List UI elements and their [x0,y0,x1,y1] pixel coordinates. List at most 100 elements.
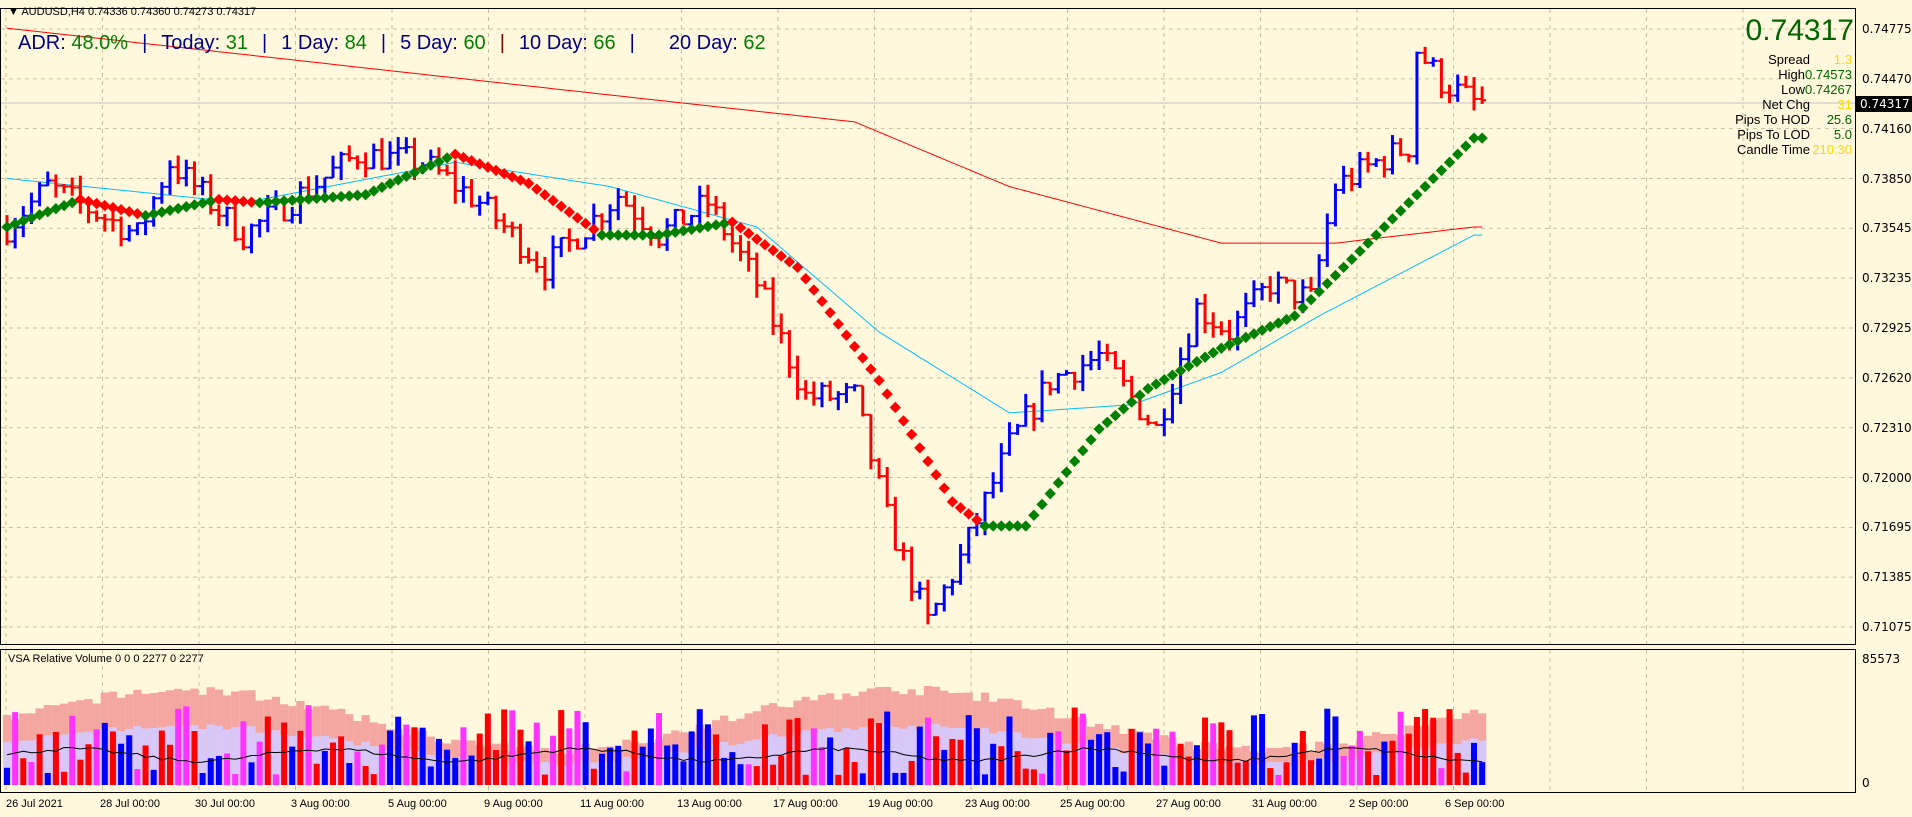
price-axis-label: 0.74160 [1862,121,1912,136]
time-axis-label: 30 Jul 00:00 [195,798,255,810]
trend-dot [343,190,355,202]
volume-bar [1145,743,1151,785]
trend-dot [702,220,714,233]
volume-bar [109,731,116,785]
price-axis-label: 0.72620 [1862,370,1912,385]
volume-band-mid [271,730,281,785]
trend-dot [1044,488,1056,500]
time-axis-label: 27 Aug 00:00 [1156,798,1221,810]
trend-dot [808,284,820,296]
volume-bar [419,727,426,785]
volume-bar [973,728,980,785]
trend-dot [596,229,608,241]
trend-dot [245,196,258,208]
time-axis-label: 5 Aug 00:00 [388,798,447,810]
volume-bar [44,773,51,785]
trend-dot [1085,434,1097,446]
trend-dot [897,415,910,427]
price-axis-label: 0.71075 [1862,620,1912,634]
volume-bar [1047,732,1054,785]
price-axis-label: 0.73850 [1862,171,1912,186]
volume-bar [354,751,361,785]
volume-bar [460,727,467,785]
volume-bar [1079,713,1086,785]
volume-bar [1218,722,1225,785]
trend-dot [172,202,184,215]
volume-band-mid [801,730,810,785]
volume-band-mid [214,725,223,785]
volume-bar [892,772,899,785]
volume-bar [378,744,385,785]
time-axis-label: 2 Sep 00:00 [1349,798,1409,810]
separator: | [262,32,268,54]
separator: | [142,32,148,54]
volume-bar [827,737,834,785]
volume-bar [452,757,459,785]
trend-dot [1060,466,1073,478]
volume-bar [61,771,68,785]
trend-dot [718,217,730,230]
volume-bar [85,744,92,785]
volume-bar [1332,716,1339,785]
trend-dot [865,363,877,375]
trend-dot [1191,356,1203,368]
info-value: 31 [1837,97,1852,112]
volume-band-mid [1029,738,1038,785]
trend-dot [1256,324,1268,336]
volume-bar [1030,769,1037,785]
trend-dot [482,161,494,173]
volume-bar [1234,762,1241,785]
trend-dot [783,256,796,268]
trend-dot [979,520,991,532]
info-row: Spread 1.3 [1768,52,1852,67]
volume-bar [1422,708,1429,785]
volume-bar [729,752,736,785]
volume-bar [1055,731,1062,785]
volume-bar [851,762,858,785]
trend-dot [946,496,959,508]
trend-dot [995,520,1007,532]
d20-label: 20 Day: [668,32,738,54]
volume-band-mid [891,726,900,785]
volume-bar [1283,762,1290,785]
trend-dot [164,204,176,216]
volume-bar [183,706,190,785]
volume-bar [1242,760,1249,785]
volume-bar [590,768,597,785]
trend-dot [873,374,885,387]
info-label: Pips To LOD [1737,127,1810,142]
trend-dot [1337,261,1350,274]
volume-bar [924,717,931,785]
volume-bar [427,766,434,785]
trend-dot [302,193,315,205]
time-axis-label: 23 Aug 00:00 [965,798,1030,810]
trend-dot [384,177,396,190]
volume-bar [484,713,491,785]
trend-dot [188,199,201,211]
trend-dot [319,192,331,204]
volume-bar [1381,741,1388,785]
trend-dot [1183,360,1195,372]
volume-bar [256,741,263,785]
volume-bar [1063,750,1070,785]
volume-bar [900,772,907,785]
trend-dot [1003,520,1016,532]
time-axis-label: 11 Aug 00:00 [580,798,645,810]
volume-bar [28,762,35,785]
trend-dot [1476,132,1488,144]
volume-bar [615,745,622,785]
info-value: 1.3 [1833,52,1852,67]
trend-dot [971,514,983,526]
volume-bar [150,769,157,785]
trend-dot [1411,189,1423,201]
volume-bar [761,724,768,785]
trend-dot [351,189,364,201]
volume-bar [1275,774,1282,785]
trend-dot [1077,444,1089,457]
volume-band-mid [312,736,321,785]
volume-bar [819,746,825,785]
trend-dot [506,171,518,183]
volume-bar [982,774,988,785]
trend-dot [498,167,510,180]
